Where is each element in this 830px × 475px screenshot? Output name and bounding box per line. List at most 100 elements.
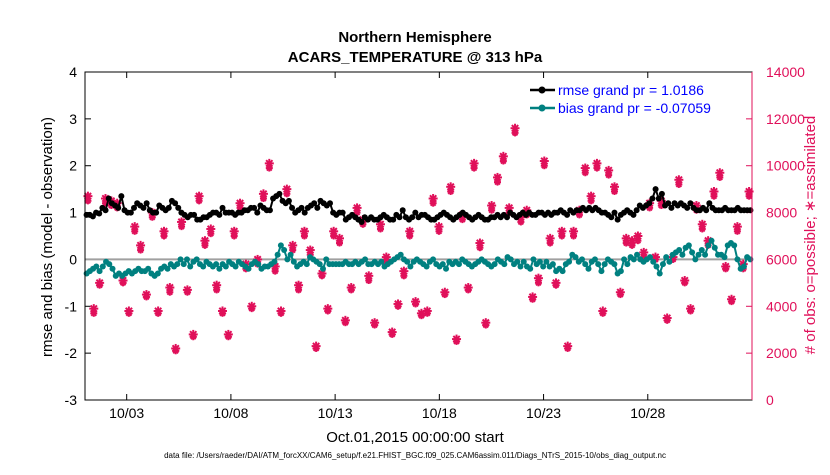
obs-star-stroke (289, 246, 296, 254)
obs-star-stroke (271, 267, 279, 275)
obs-star-stroke (330, 232, 337, 240)
obs-assimilated-marker (728, 298, 736, 306)
bias-point (180, 261, 187, 268)
obs-assimilated-marker (330, 232, 338, 240)
rmse-point (254, 209, 261, 216)
right-axis-ticks: 0 2000 4000 6000 8000 10000 12000 14000 (746, 64, 805, 408)
bias-point (303, 261, 310, 268)
bias-series (83, 237, 754, 279)
obs-star-stroke (377, 225, 384, 233)
obs-star-stroke (494, 178, 501, 186)
obs-star-stroke (295, 286, 302, 294)
left-tick-label: 0 (69, 251, 77, 267)
bias-point (611, 261, 618, 268)
legend-rmse-marker (538, 86, 546, 94)
bias-point (585, 265, 592, 272)
bias-point (540, 263, 547, 270)
legend-bias-marker (538, 104, 546, 112)
obs-assimilated-marker (470, 164, 478, 172)
obs-assimilated-marker (277, 309, 285, 317)
obs-assimilated-marker (336, 239, 344, 247)
obs-star-stroke (716, 174, 724, 181)
obs-assimilated-marker (230, 232, 238, 240)
bias-point (663, 254, 670, 261)
obs-star-stroke (582, 169, 589, 176)
bias-point (702, 251, 709, 258)
bias-point (145, 265, 152, 272)
bias-point (653, 263, 660, 270)
obs-star-stroke (342, 319, 349, 326)
obs-star-stroke (418, 312, 425, 319)
rmse-point (96, 210, 103, 217)
obs-assimilated-marker (499, 157, 507, 165)
bias-point (362, 256, 369, 263)
rmse-point (127, 209, 134, 216)
bias-point (598, 268, 605, 275)
bias-point (455, 261, 462, 268)
obs-star-stroke (623, 239, 630, 247)
bias-point (430, 256, 437, 263)
obs-star-stroke (207, 230, 214, 237)
obs-star-stroke (558, 232, 566, 240)
obs-assimilated-marker (96, 281, 104, 289)
obs-assimilated-marker (160, 232, 168, 240)
rmse-point (301, 209, 308, 216)
obs-assimilated-marker (371, 321, 379, 329)
chart-subtitle: ACARS_TEMPERATURE @ 313 hPa (288, 49, 543, 66)
obs-assimilated-marker (142, 293, 150, 301)
bias-point (721, 254, 728, 261)
obs-assimilated-marker (622, 239, 630, 247)
obs-assimilated-marker (137, 246, 145, 254)
obs-star-stroke (587, 197, 595, 205)
bias-point (559, 268, 566, 275)
obs-star-stroke (699, 225, 706, 233)
right-tick-label: 14000 (766, 64, 805, 80)
x-tick-label: 10/08 (213, 405, 248, 421)
obs-assimilated-marker (394, 302, 402, 310)
bias-point (676, 247, 683, 254)
obs-assimilated-marker (611, 187, 619, 195)
bias-point (572, 254, 579, 261)
obs-star-stroke (745, 192, 753, 200)
obs-star-stroke (663, 317, 671, 324)
obs-star-stroke (453, 338, 460, 345)
data-file-caption: data file: /Users/raeder/DAI/ATM_forcXX/… (164, 451, 666, 460)
obs-star-stroke (628, 242, 636, 249)
obs-assimilated-marker (283, 190, 291, 198)
obs-assimilated-marker (213, 286, 221, 294)
obs-assimilated-marker (570, 232, 578, 240)
bias-point (617, 268, 624, 275)
x-axis-ticks: 10/03 10/08 10/13 10/18 10/23 10/28 (109, 72, 666, 421)
bias-point (520, 258, 527, 265)
rmse-point (652, 186, 659, 193)
left-tick-label: 1 (69, 205, 77, 221)
obs-assimilated-marker (575, 211, 583, 219)
obs-assimilated-marker (131, 227, 139, 235)
bias-point (423, 263, 430, 270)
x-tick-label: 10/28 (630, 405, 665, 421)
y-axis-label-right: # of obs: o=possible; ∗=assimilated (802, 116, 819, 355)
obs-star-stroke (564, 345, 571, 352)
bias-point (527, 265, 534, 272)
bias-point (514, 258, 521, 265)
rmse-point (390, 216, 397, 223)
bias-point (549, 261, 556, 268)
obs-star-stroke (599, 310, 606, 317)
obs-assimilated-marker (289, 246, 297, 254)
obs-star-stroke (137, 246, 144, 254)
obs-star-stroke (96, 282, 103, 289)
legend: rmse grand pr = 1.0186 bias grand pr = -… (530, 82, 711, 116)
obs-star-stroke (371, 321, 378, 329)
rmse-point (266, 207, 273, 214)
obs-assimilated-marker (376, 225, 384, 233)
obs-star-stroke (593, 164, 601, 172)
rmse-point (172, 200, 179, 207)
obs-count-markers (83, 123, 754, 355)
rmse-point (175, 204, 182, 211)
obs-assimilated-marker (417, 312, 425, 320)
obs-star-stroke (465, 286, 472, 294)
rmse-point (105, 195, 112, 202)
rmse-point (276, 190, 283, 197)
rmse-point (216, 211, 223, 218)
bias-point (650, 258, 657, 265)
